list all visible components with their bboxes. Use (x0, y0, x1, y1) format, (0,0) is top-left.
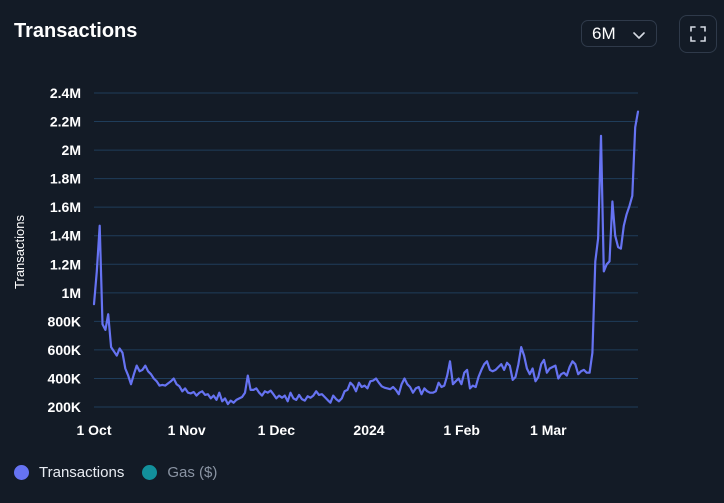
x-tick-label: 2024 (353, 422, 384, 438)
y-axis-label: Transactions (12, 215, 27, 289)
x-tick-label: 1 Dec (258, 422, 296, 438)
x-tick-label: 1 Feb (443, 422, 480, 438)
y-tick-label: 1.8M (50, 171, 81, 187)
y-tick-label: 600K (48, 342, 81, 358)
page-title: Transactions (14, 20, 138, 42)
x-tick-label: 1 Nov (168, 422, 206, 438)
legend-dot-icon (142, 465, 158, 480)
range-select[interactable]: 6M (581, 20, 657, 47)
x-tick-label: 1 Mar (530, 422, 567, 438)
y-tick-label: 1.2M (50, 256, 81, 272)
x-tick-label: 1 Oct (76, 422, 111, 438)
range-select-value: 6M (592, 23, 616, 43)
legend-item-0[interactable]: Transactions (14, 464, 124, 481)
chart-legend: Transactions Gas ($) (14, 464, 235, 481)
fullscreen-icon (689, 25, 707, 43)
chevron-down-icon (632, 27, 646, 47)
y-axis-ticks: 200K 400K 600K 800K 1M 1.2M 1.4M 1.6M 1.8M 2M 2.2M… (48, 85, 81, 415)
series-line-transactions (92, 110, 640, 406)
y-tick-label: 2.2M (50, 114, 81, 130)
legend-label: Gas ($) (167, 464, 218, 481)
legend-dot-icon (14, 465, 29, 480)
y-tick-label: 2M (62, 142, 81, 158)
y-tick-label: 2.4M (50, 85, 81, 101)
y-tick-label: 1M (62, 285, 81, 301)
y-tick-label: 400K (48, 370, 81, 386)
transactions-chart: 200K 400K 600K 800K 1M 1.2M 1.4M 1.6M 1.8M 2M 2.2M… (12, 85, 640, 438)
fullscreen-button[interactable] (679, 15, 717, 53)
y-tick-label: 1.6M (50, 199, 81, 215)
y-tick-label: 1.4M (50, 228, 81, 244)
legend-label: Transactions (39, 464, 125, 481)
legend-item-1[interactable]: Gas ($) (142, 464, 217, 481)
x-axis-ticks: 1 Oct 1 Nov 1 Dec 2024 1 Feb 1 Mar (76, 422, 567, 438)
y-tick-label: 800K (48, 313, 81, 329)
grid-lines (94, 92, 638, 408)
y-tick-label: 200K (48, 399, 81, 415)
